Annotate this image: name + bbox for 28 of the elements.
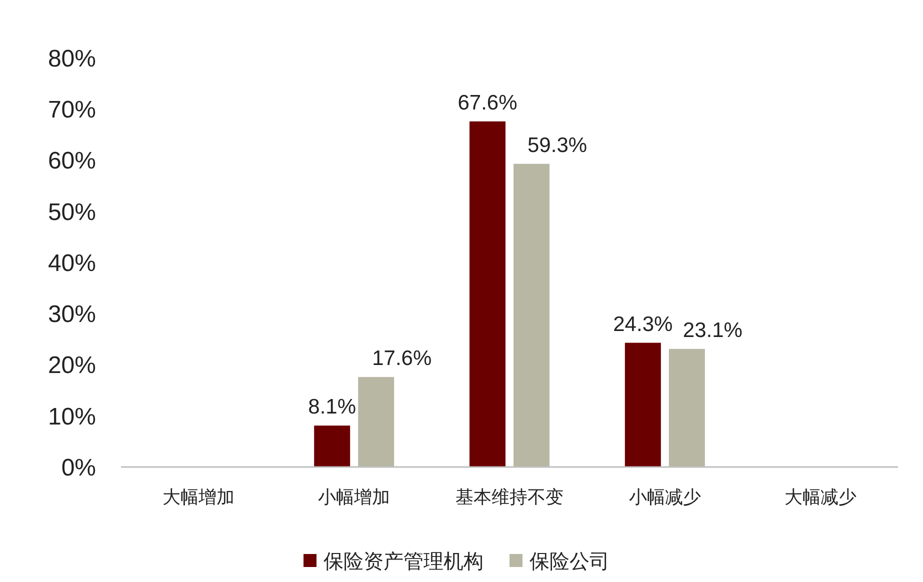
data-label: 24.3% — [613, 312, 673, 336]
y-tick-label: 10% — [48, 403, 96, 430]
data-label: 17.6% — [372, 347, 432, 370]
x-tick-label: 小幅减少 — [628, 487, 701, 507]
data-label: 59.3% — [528, 134, 588, 157]
legend-label: 保险资产管理机构 — [324, 551, 484, 573]
y-tick-label: 50% — [48, 198, 96, 226]
data-label: 8.1% — [308, 396, 356, 419]
x-tick-label: 大幅增加 — [162, 487, 235, 507]
bar — [624, 342, 661, 467]
bar — [668, 348, 705, 467]
y-tick-label: 30% — [48, 301, 96, 328]
y-tick-label: 70% — [48, 96, 96, 124]
legend-label: 保险公司 — [530, 551, 610, 573]
y-tick-label: 80% — [48, 45, 96, 72]
y-tick-label: 40% — [48, 250, 96, 277]
y-tick-label: 60% — [48, 148, 96, 175]
bar — [514, 164, 550, 467]
bar — [358, 377, 394, 467]
data-label: 23.1% — [682, 318, 742, 342]
bar — [314, 426, 350, 467]
bar — [470, 121, 506, 467]
x-tick-label: 基本维持不变 — [456, 487, 564, 507]
x-tick-label: 大幅减少 — [784, 487, 856, 507]
data-label: 67.6% — [458, 91, 518, 114]
x-tick-label: 小幅增加 — [318, 487, 390, 507]
y-tick-label: 20% — [48, 352, 96, 380]
y-tick-label: 0% — [61, 454, 96, 482]
